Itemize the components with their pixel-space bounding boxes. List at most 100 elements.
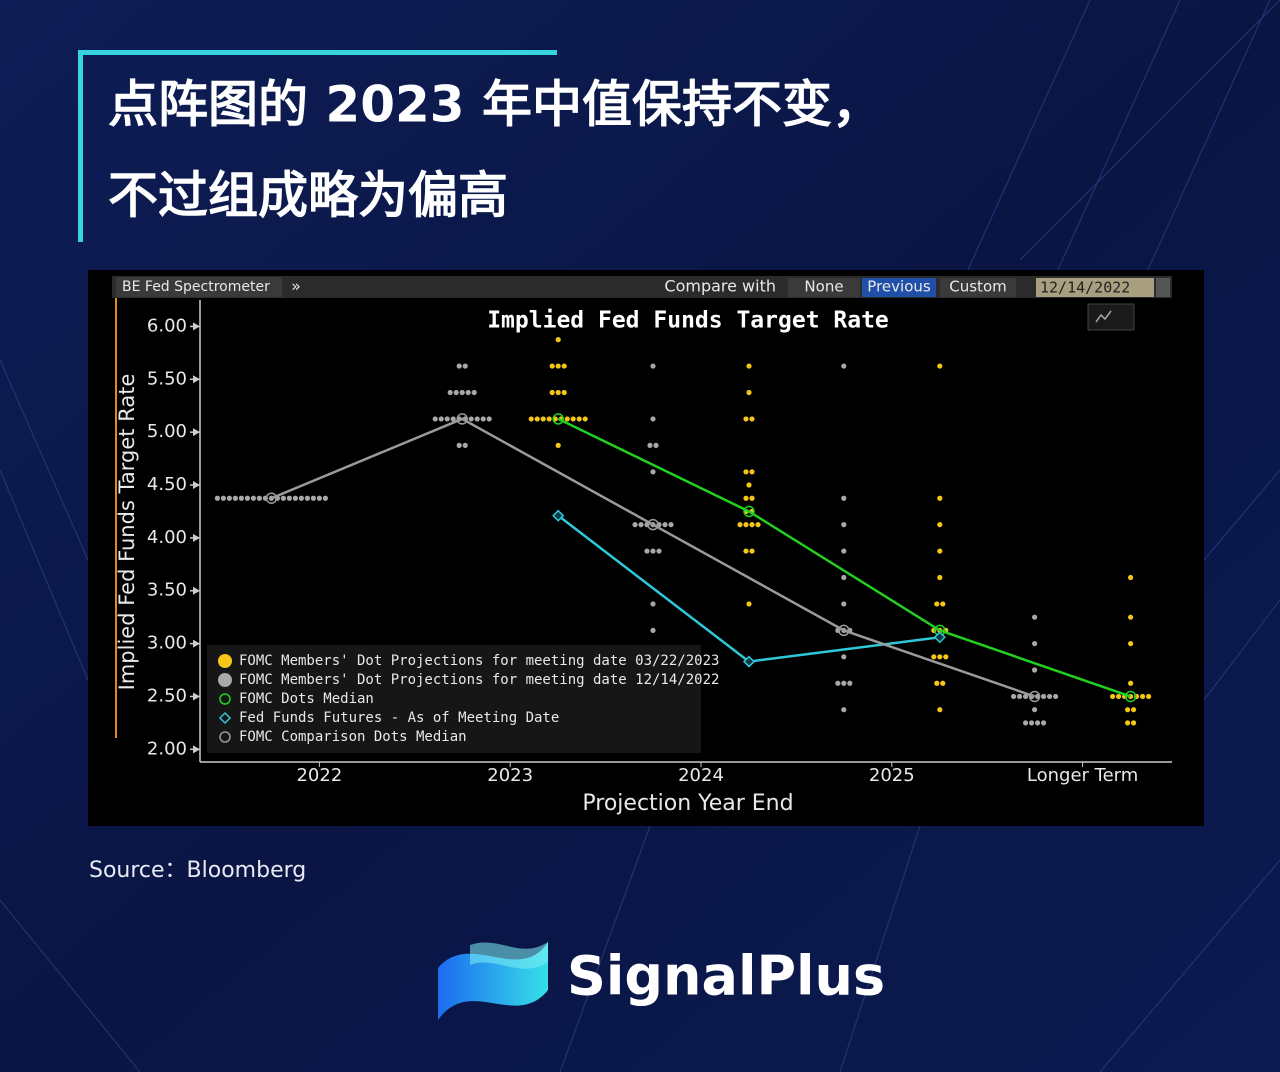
dot xyxy=(459,389,465,396)
dot xyxy=(644,548,650,554)
dot xyxy=(447,389,453,396)
dot xyxy=(841,574,847,581)
dot xyxy=(650,363,656,369)
dot xyxy=(662,522,668,528)
y-tick-label: 4.50 xyxy=(147,474,187,495)
date-value: 12/14/2022 xyxy=(1040,279,1130,297)
dot xyxy=(1032,707,1038,713)
dot xyxy=(238,495,244,501)
headline: 点阵图的 2023 年中值保持不变， xyxy=(108,76,882,134)
dot xyxy=(937,548,943,554)
dot xyxy=(232,495,238,501)
dot xyxy=(937,707,943,713)
legend-marker xyxy=(218,673,232,687)
line-marker xyxy=(647,518,659,531)
y-tick-label: 2.00 xyxy=(147,738,187,759)
dot xyxy=(561,389,567,396)
dot xyxy=(650,601,656,607)
dot xyxy=(570,416,576,422)
legend-marker xyxy=(218,711,232,725)
dot xyxy=(456,442,462,448)
dot xyxy=(841,680,847,686)
dot xyxy=(653,442,659,448)
y-tick-label: 5.00 xyxy=(147,421,187,442)
dot xyxy=(256,495,262,501)
line-marker xyxy=(838,624,850,637)
dot xyxy=(462,442,468,448)
y-tick-label: 3.00 xyxy=(147,633,187,654)
chart-type-icon xyxy=(1095,310,1112,323)
dot xyxy=(749,469,755,475)
dot xyxy=(1011,693,1017,700)
dot xyxy=(546,416,552,422)
dot xyxy=(1023,693,1029,700)
line-marker xyxy=(1028,690,1041,703)
dot xyxy=(934,601,940,607)
dot xyxy=(749,522,755,528)
dot xyxy=(1032,640,1038,647)
dot xyxy=(555,442,561,448)
legend-marker xyxy=(218,654,232,668)
dot xyxy=(1053,693,1059,700)
legend-label: Fed Funds Futures - As of Meeting Date xyxy=(239,710,559,726)
dot xyxy=(1140,693,1146,700)
dot xyxy=(841,654,847,660)
dot xyxy=(555,389,561,396)
y-tick-label: 4.00 xyxy=(147,527,187,548)
dot xyxy=(1128,614,1134,620)
dot xyxy=(743,416,749,422)
y-tick-arrow xyxy=(193,692,200,701)
date-field[interactable] xyxy=(1036,278,1154,297)
dot xyxy=(444,416,450,422)
dot xyxy=(292,495,298,501)
dot xyxy=(647,442,653,448)
compare-option[interactable] xyxy=(940,278,1016,297)
headline: 不过组成略为偏高 xyxy=(108,167,508,225)
dot xyxy=(632,522,638,528)
date-dropdown[interactable] xyxy=(1156,278,1170,297)
dot xyxy=(937,574,943,581)
dot xyxy=(835,680,841,686)
dot xyxy=(1041,720,1047,726)
dot xyxy=(841,363,847,369)
dot xyxy=(244,495,250,501)
dot xyxy=(456,363,462,369)
dot xyxy=(1116,693,1122,700)
dot xyxy=(847,680,853,686)
dot xyxy=(432,416,438,422)
compare-option[interactable] xyxy=(862,278,936,297)
dot xyxy=(1017,693,1023,700)
line-marker xyxy=(552,413,564,425)
line xyxy=(557,417,1132,698)
x-tick-label: 2023 xyxy=(487,765,533,786)
dot xyxy=(250,495,256,501)
app-tab xyxy=(116,277,282,297)
compare-label: Compare with xyxy=(664,277,776,296)
y-tick-arrow xyxy=(193,481,200,490)
dot xyxy=(743,548,749,554)
dot xyxy=(298,495,304,501)
dot xyxy=(528,416,534,422)
x-tick-label: Longer Term xyxy=(1027,765,1138,786)
dot xyxy=(286,495,292,501)
y-tick-label: 2.50 xyxy=(147,685,187,706)
dot xyxy=(549,363,555,369)
expand-button[interactable]: » xyxy=(291,277,301,296)
y-tick-arrow xyxy=(193,586,200,595)
dot xyxy=(841,548,847,554)
dot xyxy=(453,389,459,396)
dot xyxy=(841,707,847,713)
y-tick-label: 6.00 xyxy=(147,315,187,336)
bracket-left xyxy=(78,50,83,242)
bracket-top xyxy=(78,50,557,55)
y-tick-arrow xyxy=(193,375,200,384)
y-tick-arrow xyxy=(193,322,200,331)
line-marker xyxy=(265,492,278,504)
x-axis-title: Projection Year End xyxy=(582,791,793,816)
compare-option[interactable] xyxy=(788,278,860,297)
line-marker xyxy=(456,413,468,425)
dot xyxy=(471,389,477,396)
dot xyxy=(746,601,752,607)
chart-type-button[interactable] xyxy=(1087,303,1135,331)
dot xyxy=(582,416,588,422)
